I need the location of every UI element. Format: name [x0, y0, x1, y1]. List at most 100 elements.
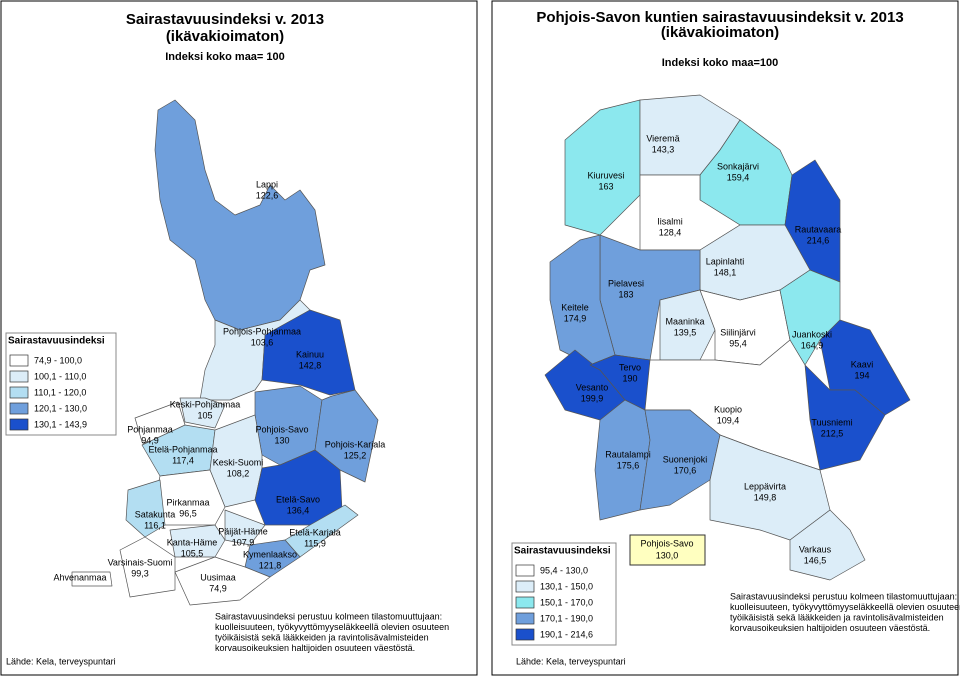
- note-line: työikäisistä sekä lääkkeiden ja ravintol…: [215, 632, 429, 642]
- note-line: korvausoikeuksien haltijoiden osuuteen v…: [730, 623, 930, 633]
- map-title: Pohjois-Savon kuntien sairastavuusindeks…: [536, 9, 903, 26]
- region: [169, 524, 226, 558]
- region-name: Kanta-Häme: [167, 537, 218, 547]
- region-name: Etelä-Pohjanmaa: [148, 444, 217, 454]
- index-note: Indeksi koko maa= 100: [165, 51, 285, 63]
- region-value: 136,4: [287, 505, 310, 515]
- region-value: 74,9: [209, 583, 227, 593]
- region: [244, 539, 301, 578]
- region-name: Keski-Pohjanmaa: [170, 399, 241, 409]
- note-line: korvausoikeuksien haltijoiden osuuteen v…: [215, 643, 415, 653]
- region-value: 121,8: [259, 560, 282, 570]
- region-name: Juankoski: [792, 329, 832, 339]
- legend-swatch: [515, 628, 535, 641]
- region: [659, 289, 716, 361]
- region: [179, 397, 226, 429]
- region-value: 214,6: [807, 235, 830, 245]
- region: [261, 309, 356, 396]
- region-value: 139,5: [674, 327, 697, 337]
- region-name: Maaninka: [665, 316, 704, 326]
- region-value: 128,4: [659, 227, 682, 237]
- region-name: Etelä-Karjala: [289, 527, 341, 537]
- region-name: Ahvenanmaa: [53, 572, 106, 582]
- region-value: 117,4: [172, 455, 194, 465]
- note-line: Sairastavuusindeksi perustuu kolmeen til…: [730, 591, 957, 601]
- region-name: Leppävirta: [744, 481, 786, 491]
- region-value: 103,6: [251, 337, 274, 347]
- legend-label: 95,4 - 130,0: [540, 565, 588, 575]
- map-subtitle: (ikävakioimaton): [661, 24, 779, 41]
- region-name: Uusimaa: [200, 572, 236, 582]
- region-value: 94,9: [141, 435, 159, 445]
- region-name: Lapinlahti: [706, 256, 745, 266]
- region-name: Tuusniemi: [811, 417, 852, 427]
- region-value: 115,9: [304, 538, 326, 548]
- region-name: Rautalampi: [605, 449, 651, 459]
- source: Lähde: Kela, terveyspuntari: [516, 656, 626, 666]
- legend-swatch: [9, 402, 29, 415]
- region-value: 122,6: [256, 190, 279, 200]
- region: [71, 571, 113, 587]
- region-name: Kiuruvesi: [587, 170, 624, 180]
- region-name: Keitele: [561, 302, 589, 312]
- region-value: 164,9: [801, 340, 824, 350]
- legend-swatch: [9, 370, 29, 383]
- region-name: Suonenjoki: [663, 454, 708, 464]
- region-value: 212,5: [821, 428, 844, 438]
- region-value: 175,6: [617, 460, 640, 470]
- region-value: 108,2: [227, 468, 250, 478]
- region-name: Kaavi: [851, 359, 874, 369]
- highlight-name: Pohjois-Savo: [640, 538, 693, 548]
- region-name: Pohjois-Savo: [255, 424, 308, 434]
- note-line: Sairastavuusindeksi perustuu kolmeen til…: [215, 611, 442, 621]
- region: [154, 99, 326, 331]
- legend-swatch: [9, 418, 29, 431]
- region-value: 190: [622, 373, 637, 383]
- region-value: 95,4: [729, 338, 747, 348]
- map-subtitle: (ikävakioimaton): [166, 28, 284, 45]
- region-name: Pohjanmaa: [127, 424, 173, 434]
- region-name: Varsinais-Suomi: [108, 557, 173, 567]
- legend-swatch: [515, 596, 535, 609]
- legend-label: 74,9 - 100,0: [34, 355, 82, 365]
- region-value: 107,9: [232, 537, 255, 547]
- region-value: 194: [854, 370, 869, 380]
- region-value: 109,4: [717, 415, 740, 425]
- map-title: Sairastavuusindeksi v. 2013: [126, 11, 324, 28]
- region-name: Varkaus: [799, 544, 832, 554]
- region-value: 174,9: [564, 313, 587, 323]
- region-name: Satakunta: [135, 509, 176, 519]
- region-name: Keski-Suomi: [213, 457, 264, 467]
- map: Pohjois-Savon kuntien sairastavuusindeks…: [511, 9, 960, 666]
- region-name: Sonkajärvi: [717, 161, 759, 171]
- region-value: 96,5: [179, 508, 197, 518]
- region-name: Tervo: [619, 362, 641, 372]
- region-value: 148,1: [714, 267, 737, 277]
- legend-swatch: [9, 354, 29, 367]
- region-name: Pirkanmaa: [166, 497, 209, 507]
- highlight-box: [629, 534, 706, 566]
- region-value: 105: [197, 410, 212, 420]
- region: [284, 504, 359, 558]
- region-name: Vesanto: [576, 382, 609, 392]
- legend-label: 130,1 - 143,9: [34, 419, 87, 429]
- highlight-value: 130,0: [656, 550, 679, 560]
- region-value: 149,8: [754, 492, 777, 502]
- region-value: 143,3: [652, 144, 675, 154]
- region-name: Lappi: [256, 179, 278, 189]
- legend-title: Sairastavuusindeksi: [8, 336, 105, 347]
- source: Lähde: Kela, terveyspuntari: [6, 656, 116, 666]
- region: [639, 409, 721, 511]
- region-name: Kymenlaakso: [243, 549, 297, 559]
- region: [789, 509, 866, 581]
- region: [174, 556, 271, 606]
- region-value: 130: [274, 435, 289, 445]
- note-line: kuolleisuuteen, työkyvyttömyyseläkkeellä…: [730, 602, 960, 612]
- legend-label: 110,1 - 120,0: [34, 387, 86, 397]
- legend-label: 120,1 - 130,0: [34, 403, 87, 413]
- region-name: Pielavesi: [608, 278, 644, 288]
- index-note: Indeksi koko maa=100: [662, 57, 778, 69]
- region-name: Pohjois-Karjala: [325, 439, 386, 449]
- legend-label: 130,1 - 150,0: [540, 581, 593, 591]
